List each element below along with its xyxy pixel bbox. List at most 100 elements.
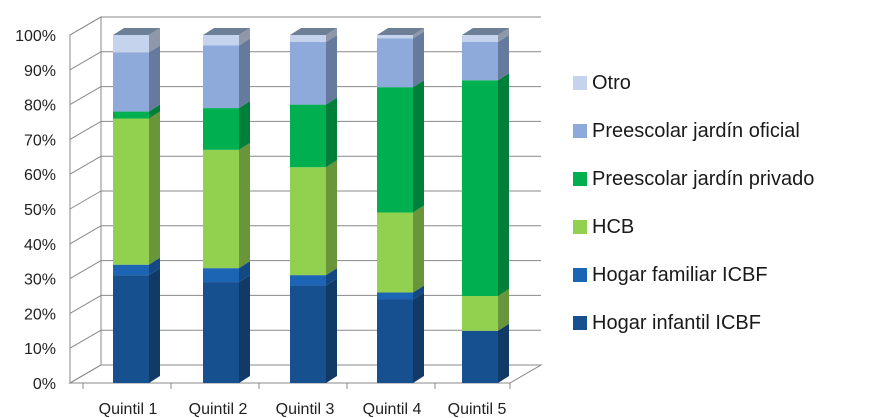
- bar-segment-side: [326, 278, 337, 383]
- legend-item: Hogar familiar ICBF: [573, 263, 814, 287]
- bar-segment-side: [413, 285, 424, 300]
- bar-segment-preescolar-jard-n-privado: [462, 80, 498, 297]
- bar-segment-side: [239, 275, 250, 383]
- bar-segment-hogar-infantil-icbf: [113, 275, 149, 383]
- y-tick-label: 80%: [24, 98, 56, 115]
- bar-top-face: [290, 28, 337, 35]
- legend-label: HCB: [592, 215, 635, 238]
- bar-segment-side: [326, 97, 337, 168]
- bar-segment-side: [413, 28, 424, 39]
- bar-segment-preescolar-jard-n-oficial: [203, 45, 239, 109]
- bar-segment-side: [498, 289, 509, 331]
- bar-segment-preescolar-jard-n-oficial: [377, 38, 413, 88]
- bar-top-face: [377, 28, 424, 35]
- legend-label: Otro: [592, 71, 631, 94]
- gridline-side: [69, 120, 102, 140]
- bar-segment-hcb: [377, 212, 413, 293]
- legend-label: Hogar familiar ICBF: [592, 263, 768, 286]
- bar-segment-hogar-familiar-icbf: [113, 264, 149, 276]
- x-tick-label: Quintil 5: [448, 401, 507, 418]
- bar-segment-preescolar-jard-n-oficial: [290, 41, 326, 105]
- bar-segment-side: [498, 34, 509, 81]
- bar-segment-side: [413, 292, 424, 383]
- gridline-side: [69, 16, 102, 36]
- x-tick-label: Quintil 2: [189, 401, 248, 418]
- bar-segment-hogar-infantil-icbf: [462, 330, 498, 383]
- bar-segment-otro: [290, 35, 326, 42]
- bar-segment-side: [326, 28, 337, 42]
- legend-swatch: [573, 172, 587, 186]
- bar-segment-side: [326, 34, 337, 105]
- bar-segment-side: [239, 142, 250, 269]
- y-tick-label: 10%: [24, 341, 56, 358]
- bar-segment-hcb: [462, 296, 498, 331]
- gridline-side: [69, 190, 102, 210]
- bar-top-face: [462, 28, 509, 35]
- legend-swatch: [573, 124, 587, 138]
- bar-top-face: [113, 28, 160, 35]
- legend-item: Preescolar jardín privado: [573, 167, 814, 191]
- gridline-side: [69, 225, 102, 245]
- y-tick-label: 0%: [33, 376, 56, 393]
- y-tick-label: 70%: [24, 132, 56, 149]
- chart-legend: Otro Preescolar jardín oficial Preescolar …: [573, 71, 814, 359]
- x-tick-label: Quintil 4: [363, 401, 422, 418]
- bar-segment-side: [239, 261, 250, 283]
- gridline-side: [69, 364, 102, 384]
- gridline-side: [69, 86, 102, 106]
- bar-segment-side: [149, 45, 160, 112]
- bar-segment-side: [239, 38, 250, 109]
- bar-segment-preescolar-jard-n-privado: [113, 111, 149, 119]
- legend-swatch: [573, 220, 587, 234]
- legend-label: Preescolar jardín privado: [592, 167, 815, 190]
- bar-segment-side: [149, 104, 160, 119]
- gridline-side: [69, 260, 102, 280]
- bar-segment-preescolar-jard-n-oficial: [113, 52, 149, 112]
- bar-segment-preescolar-jard-n-privado: [377, 87, 413, 213]
- bar-segment-hogar-infantil-icbf: [377, 299, 413, 383]
- y-tick-label: 100%: [15, 28, 56, 45]
- bar-segment-side: [149, 111, 160, 265]
- bar-segment-side: [149, 268, 160, 383]
- bar-top-face: [203, 28, 250, 35]
- bar-segment-side: [498, 28, 509, 42]
- legend-swatch: [573, 76, 587, 90]
- legend-swatch: [573, 316, 587, 330]
- y-tick-label: 40%: [24, 237, 56, 254]
- legend-item: Hogar infantil ICBF: [573, 311, 814, 335]
- bar-segment-side: [239, 28, 250, 46]
- bar-segment-hcb: [290, 167, 326, 276]
- legend-label: Preescolar jardín oficial: [592, 119, 800, 142]
- bar-segment-side: [413, 80, 424, 213]
- bar-segment-hcb: [203, 149, 239, 269]
- bar-segment-preescolar-jard-n-privado: [203, 108, 239, 150]
- gridline-side: [69, 329, 102, 349]
- bar-segment-side: [326, 268, 337, 286]
- bar-segment-hogar-infantil-icbf: [203, 282, 239, 383]
- bar-segment-hcb: [113, 118, 149, 265]
- bar-segment-otro: [377, 35, 413, 39]
- y-tick-label: 60%: [24, 167, 56, 184]
- bar-segment-otro: [203, 35, 239, 46]
- bar-segment-hogar-familiar-icbf: [203, 268, 239, 283]
- gridline-side: [69, 155, 102, 175]
- legend-item: Preescolar jardín oficial: [573, 119, 814, 143]
- legend-item: Otro: [573, 71, 814, 95]
- gridline-side: [69, 51, 102, 71]
- bar-segment-side: [413, 205, 424, 293]
- bar-segment-side: [498, 73, 509, 297]
- bar-segment-side: [413, 31, 424, 88]
- y-tick-label: 50%: [24, 202, 56, 219]
- x-tick-label: Quintil 1: [99, 401, 158, 418]
- bar-segment-side: [326, 160, 337, 276]
- legend-swatch: [573, 268, 587, 282]
- bar-segment-side: [149, 257, 160, 276]
- bar-segment-hogar-familiar-icbf: [377, 292, 413, 300]
- bar-segment-side: [149, 28, 160, 53]
- bar-segment-side: [498, 323, 509, 383]
- legend-item: HCB: [573, 215, 814, 239]
- bar-segment-preescolar-jard-n-privado: [290, 104, 326, 168]
- x-tick-label: Quintil 3: [276, 401, 335, 418]
